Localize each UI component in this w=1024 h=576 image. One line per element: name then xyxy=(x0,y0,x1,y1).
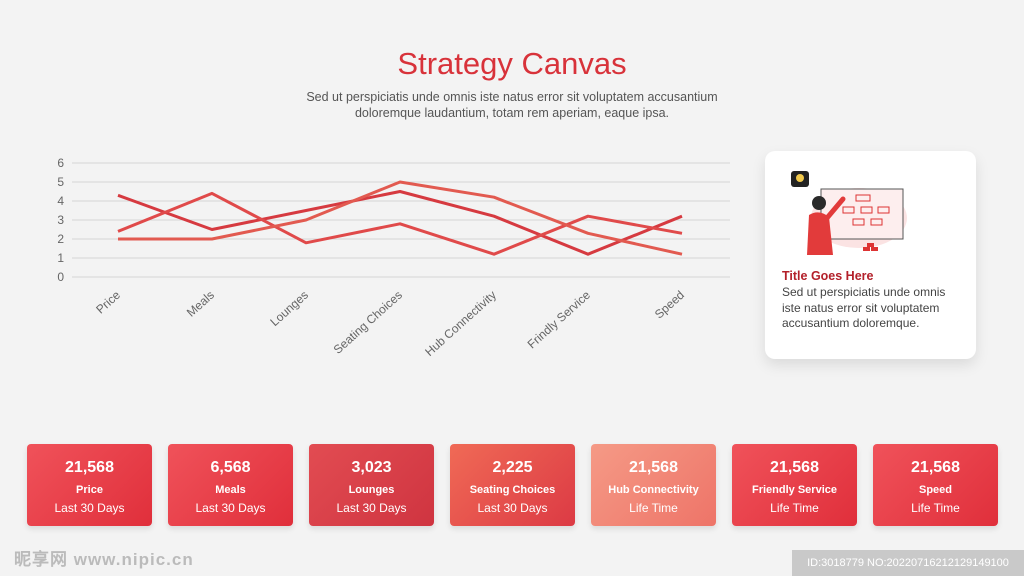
watermark-id: ID:3018779 NO:20220716212129149100 xyxy=(792,550,1024,576)
stat-card: 21,568 Speed Life Time xyxy=(873,444,998,526)
y-tick-label: 0 xyxy=(57,270,64,284)
y-tick-label: 2 xyxy=(57,232,64,246)
x-tick-label: Price xyxy=(93,288,123,317)
stat-card: 21,568 Price Last 30 Days xyxy=(27,444,152,526)
x-tick-label: Hub Connectivity xyxy=(422,288,499,359)
page-title: Strategy Canvas xyxy=(397,46,627,81)
y-tick-label: 6 xyxy=(57,156,64,170)
stat-period: Last 30 Days xyxy=(54,501,125,515)
info-card: Title Goes Here Sed ut perspiciatis unde… xyxy=(765,151,976,359)
series-line-2 xyxy=(117,191,683,256)
stat-value: 21,568 xyxy=(65,459,114,476)
x-tick-label: Speed xyxy=(652,288,687,322)
card-title: Title Goes Here xyxy=(782,269,874,283)
x-tick-label: Frindly Service xyxy=(525,288,594,352)
stat-period: Last 30 Days xyxy=(336,501,407,515)
stat-label: Seating Choices xyxy=(469,484,556,496)
stat-value: 21,568 xyxy=(629,459,678,476)
x-tick-label: Meals xyxy=(184,288,217,320)
stat-value: 21,568 xyxy=(911,459,960,476)
stat-label: Speed xyxy=(918,484,952,496)
stat-card: 2,225 Seating Choices Last 30 Days xyxy=(450,444,575,526)
stat-card: 21,568 Hub Connectivity Life Time xyxy=(591,444,716,526)
stat-value: 6,568 xyxy=(210,459,251,476)
y-tick-label: 5 xyxy=(57,175,64,189)
stat-period: Life Time xyxy=(770,501,819,515)
y-tick-label: 4 xyxy=(57,194,64,208)
y-tick-label: 1 xyxy=(57,251,64,265)
stat-period: Life Time xyxy=(911,501,960,515)
stat-card: 21,568 Friendly Service Life Time xyxy=(732,444,857,526)
stat-period: Last 30 Days xyxy=(477,501,548,515)
stat-label: Hub Connectivity xyxy=(608,484,699,496)
watermark-logo: 昵享网 www.nipic.cn xyxy=(14,550,194,569)
stat-label: Meals xyxy=(215,484,246,496)
stat-period: Life Time xyxy=(629,501,678,515)
x-tick-label: Seating Choices xyxy=(331,288,405,357)
stat-value: 21,568 xyxy=(770,459,819,476)
presenter-illustration-icon xyxy=(791,171,907,255)
series-line-1 xyxy=(117,190,683,256)
card-text: Sed ut perspiciatis unde omnis iste natu… xyxy=(782,285,946,330)
stat-value: 3,023 xyxy=(351,459,392,476)
x-tick-label: Lounges xyxy=(267,288,311,329)
stat-label: Lounges xyxy=(348,484,395,496)
stat-label: Friendly Service xyxy=(752,484,837,496)
stat-period: Last 30 Days xyxy=(195,501,266,515)
y-tick-label: 3 xyxy=(57,213,64,227)
stat-value: 2,225 xyxy=(492,459,533,476)
page-subtitle: Sed ut perspiciatis unde omnis iste natu… xyxy=(306,90,718,120)
stat-label: Price xyxy=(76,484,103,496)
stat-card: 6,568 Meals Last 30 Days xyxy=(168,444,293,526)
stat-card: 3,023 Lounges Last 30 Days xyxy=(309,444,434,526)
series-line-3 xyxy=(118,180,683,256)
